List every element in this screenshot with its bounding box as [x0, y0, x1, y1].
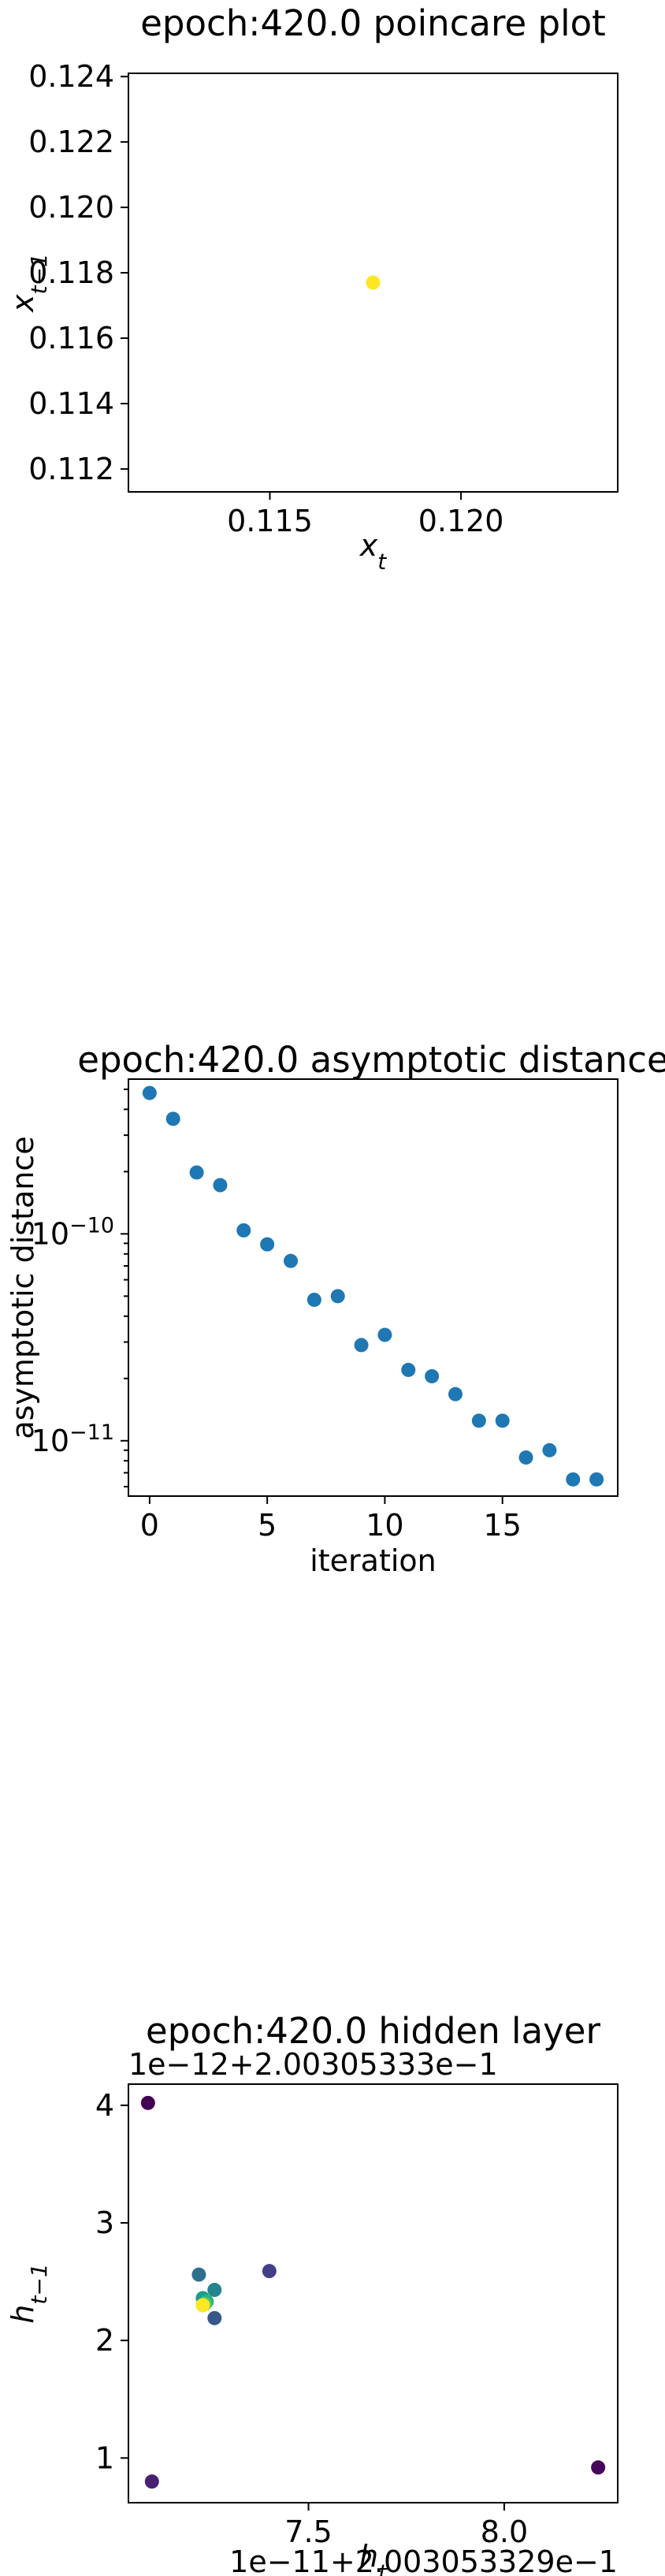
x-axis-label: iteration: [310, 1543, 437, 1578]
y-offset-text: 1e−12+2.00305333e−1: [128, 2047, 498, 2082]
data-point: [377, 1327, 392, 1342]
data-point: [331, 1289, 345, 1303]
y-axis-label: xt−1: [6, 253, 52, 313]
data-point: [262, 2264, 277, 2278]
chart-2: epoch:420.0 asymptotic distance 0 5 10 15 10−…: [6, 1039, 665, 1578]
y-tick-label: 0.116: [28, 321, 114, 356]
x-offset-text: 1e−11+2.003053329e−1: [229, 2544, 618, 2576]
y-axis-label: ht−1: [6, 2263, 52, 2323]
data-point: [143, 1086, 157, 1100]
data-point: [401, 1363, 415, 1377]
x-tick-label: 10: [366, 1508, 403, 1543]
x-tick-label: 5: [258, 1508, 277, 1543]
y-tick-label: 1: [95, 2440, 114, 2475]
data-point: [166, 1111, 180, 1126]
data-point: [190, 1165, 204, 1179]
y-tick-label: 0.114: [28, 386, 114, 421]
y-tick-label: 10−11: [32, 1420, 114, 1458]
plot-frame: [128, 1079, 618, 1496]
data-point: [425, 1369, 439, 1383]
y-tick-label: 0.124: [28, 59, 114, 94]
data-point: [191, 2268, 206, 2282]
data-point: [284, 1254, 298, 1268]
data-point: [355, 1338, 369, 1352]
data-point: [591, 2460, 605, 2474]
y-axis-label: asymptotic distance: [6, 1136, 40, 1439]
x-tick-label: 0.120: [418, 504, 504, 538]
y-tick-label: 0.122: [28, 125, 114, 159]
data-point: [519, 1450, 533, 1465]
chart-title: epoch:420.0 hidden layer: [146, 2010, 600, 2052]
chart-1: epoch:420.0 poincare plot 0.115 0.120 0.112…: [6, 2, 618, 575]
x-tick-label: 15: [484, 1508, 522, 1543]
data-point: [307, 1293, 321, 1307]
data-point: [207, 2311, 221, 2325]
data-point: [496, 1413, 510, 1428]
y-tick-label: 2: [95, 2323, 114, 2358]
y-tick-label: 0.120: [28, 190, 114, 225]
x-axis-label: xt: [359, 528, 388, 575]
chart-title: epoch:420.0 poincare plot: [140, 2, 606, 44]
y-tick-label: 3: [95, 2206, 114, 2240]
data-point: [236, 1223, 251, 1238]
data-point: [366, 276, 381, 290]
data-point: [472, 1413, 486, 1428]
data-point: [213, 1178, 227, 1193]
y-tick-label: 4: [95, 2088, 114, 2123]
x-tick-label: 0: [140, 1508, 159, 1543]
data-point: [542, 1443, 556, 1457]
data-point: [207, 2283, 221, 2297]
data-point: [145, 2474, 159, 2489]
y-tick-label: 0.112: [28, 452, 114, 486]
y-tick-label: 10−10: [32, 1213, 114, 1252]
data-point: [566, 1472, 580, 1487]
data-point: [195, 2298, 210, 2312]
data-point: [589, 1472, 604, 1487]
data-point: [260, 1238, 274, 1252]
data-point: [448, 1387, 463, 1402]
x-tick-label: 0.115: [227, 504, 313, 538]
data-point: [141, 2096, 155, 2110]
chart-title: epoch:420.0 asymptotic distance: [77, 1039, 665, 1081]
